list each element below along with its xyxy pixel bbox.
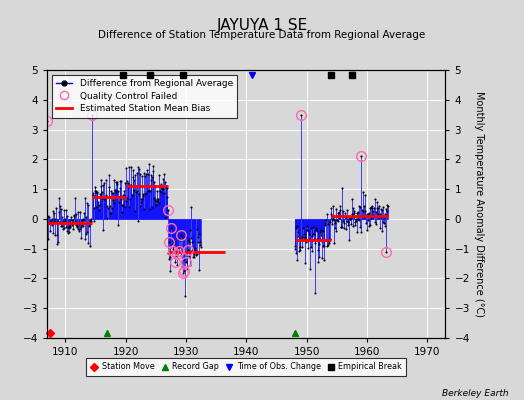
Y-axis label: Monthly Temperature Anomaly Difference (°C): Monthly Temperature Anomaly Difference (… [474,91,484,317]
Legend: Station Move, Record Gap, Time of Obs. Change, Empirical Break: Station Move, Record Gap, Time of Obs. C… [86,358,406,376]
Text: Berkeley Earth: Berkeley Earth [442,389,508,398]
Text: JAYUYA 1 SE: JAYUYA 1 SE [216,18,308,33]
Text: Difference of Station Temperature Data from Regional Average: Difference of Station Temperature Data f… [99,30,425,40]
